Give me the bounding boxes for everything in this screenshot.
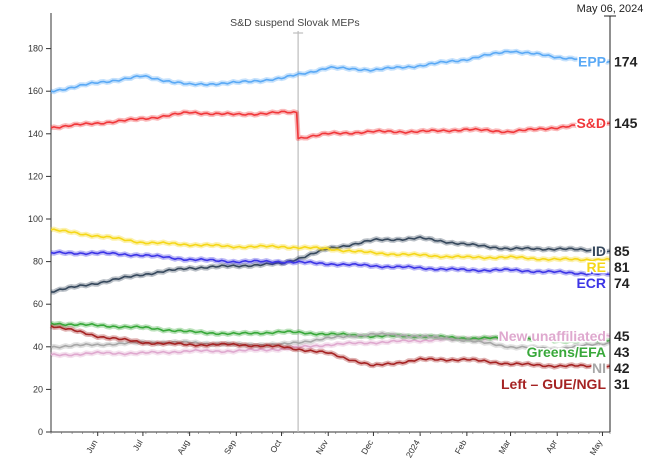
series-epp <box>50 48 611 95</box>
series-s-d <box>50 108 611 142</box>
series-greens-efa <box>49 320 611 345</box>
x-tick-label: Nov <box>314 437 331 456</box>
series-line <box>50 228 611 262</box>
series-ecr <box>50 249 611 278</box>
series-name-label: Left – GUE/NGL <box>501 376 606 392</box>
y-tick-label: 160 <box>28 86 43 96</box>
x-axis: Jun Jul Aug Sep Oct Nov Dec 2024 Feb Mar Apr May <box>50 431 611 460</box>
y-tick-label: 40 <box>33 342 43 352</box>
series-value-label: 81 <box>614 259 630 275</box>
series-name-label: RE <box>587 259 606 275</box>
y-tick-label: 80 <box>33 257 43 267</box>
series-line <box>50 110 611 140</box>
y-tick-label: 100 <box>28 214 43 224</box>
x-tick-label: Sep <box>222 438 238 456</box>
end-label-left-gue-ngl: Left – GUE/NGL 31 <box>499 375 630 394</box>
end-labels: EPP 174 S&D 145 ID 85 RE 81 ECR 74 New unaffiliate… <box>497 52 638 394</box>
y-axis: 0 20 40 60 80 100 120 140 160 180 <box>28 13 52 437</box>
end-label-epp: EPP 174 <box>576 52 638 71</box>
series-halo <box>50 108 611 142</box>
series-line <box>50 250 611 276</box>
series-name-label: ID <box>592 243 606 259</box>
x-tick-label: 2024 <box>404 438 422 460</box>
y-tick-label: 180 <box>28 44 43 54</box>
end-label-greens-efa: Greens/EFA 43 <box>525 343 630 362</box>
series-line <box>50 322 611 343</box>
y-tick-label: 0 <box>38 427 43 437</box>
x-tick-label: Feb <box>453 438 469 456</box>
series-value-label: 74 <box>614 275 630 291</box>
x-tick-label: Jul <box>131 438 145 453</box>
x-tick-label: Jun <box>84 438 100 455</box>
series-line <box>50 325 611 369</box>
series-value-label: 85 <box>614 243 630 259</box>
series-re <box>50 226 611 264</box>
end-label-re: RE 81 <box>585 257 630 276</box>
end-label-ni: NI 42 <box>591 359 630 378</box>
series-value-label: 145 <box>614 115 638 131</box>
series-left-gue-ngl <box>49 323 611 370</box>
end-label-s-d: S&D 145 <box>575 114 638 133</box>
series-line <box>50 50 611 93</box>
series-line <box>50 236 611 293</box>
series-value-label: 43 <box>614 344 630 360</box>
series-layer <box>49 48 611 370</box>
series-value-label: 174 <box>614 53 638 69</box>
current-date-group: May 06, 2024 <box>577 3 644 432</box>
series-name-label: ECR <box>576 275 606 291</box>
current-date-label: May 06, 2024 <box>577 3 644 15</box>
series-name-label: NI <box>592 360 606 376</box>
series-value-label: 31 <box>614 376 630 392</box>
x-tick-label: May <box>588 437 605 457</box>
series-halo <box>50 48 611 95</box>
series-id <box>50 234 611 295</box>
y-tick-label: 60 <box>33 299 43 309</box>
y-tick-label: 120 <box>28 171 43 181</box>
end-label-id: ID 85 <box>591 241 630 260</box>
x-tick-label: Dec <box>359 437 376 456</box>
series-value-label: 45 <box>614 328 630 344</box>
annotation-group: S&D suspend Slovak MEPs <box>230 17 360 432</box>
series-value-label: 42 <box>614 360 630 376</box>
x-tick-label: Aug <box>175 438 191 456</box>
end-label-ecr: ECR 74 <box>575 273 630 292</box>
y-tick-label: 20 <box>33 384 43 394</box>
x-tick-label: Apr <box>544 438 559 455</box>
x-tick-label: Oct <box>268 437 284 454</box>
annotation-label: S&D suspend Slovak MEPs <box>230 17 360 29</box>
series-name-label: EPP <box>578 53 606 69</box>
end-label-new-unaffiliated: New unaffiliated 45 <box>497 327 630 346</box>
series-name-label: Greens/EFA <box>527 344 606 360</box>
series-name-label: New unaffiliated <box>499 328 606 344</box>
y-tick-label: 140 <box>28 129 43 139</box>
series-name-label: S&D <box>576 115 606 131</box>
x-tick-label: Mar <box>496 438 512 456</box>
